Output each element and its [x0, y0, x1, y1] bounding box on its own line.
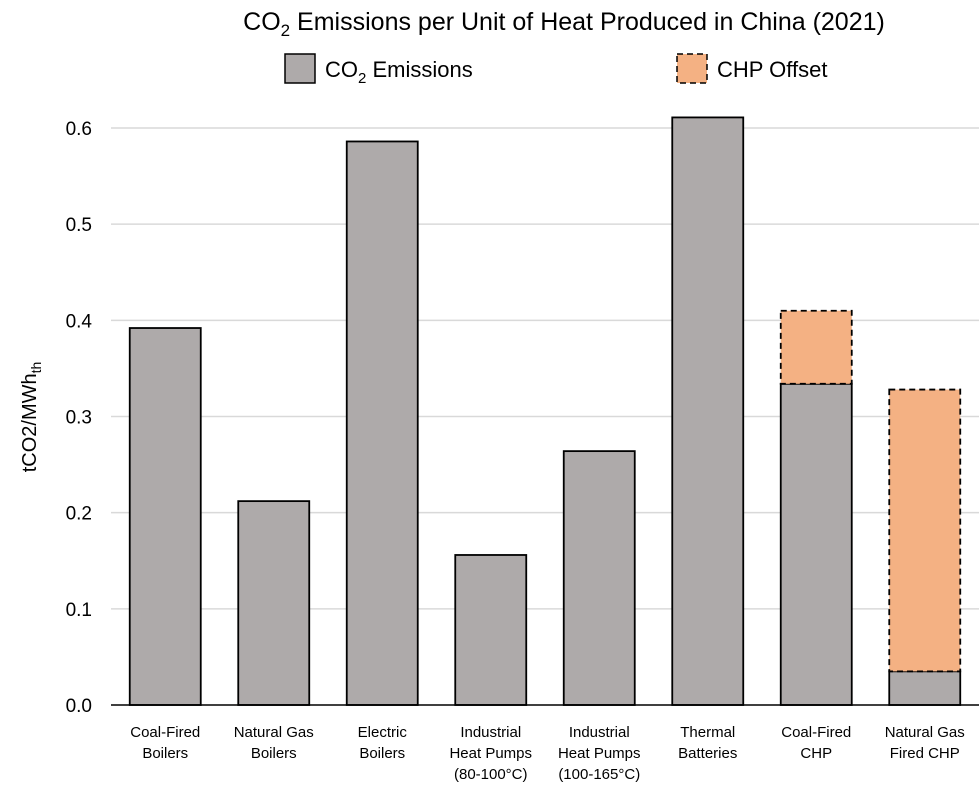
y-tick-label: 0.2	[66, 504, 92, 525]
legend-swatch-co2-emissions	[284, 53, 316, 84]
bar-co2-emissions	[237, 500, 311, 706]
x-category-label: Coal-Fired Boilers	[130, 724, 200, 762]
x-category-label: Coal-Fired CHP	[781, 724, 851, 762]
x-category-label: Natural Gas Boilers	[234, 724, 314, 762]
y-axis-label-main: tCO2/MWh	[19, 373, 41, 472]
y-axis-label: tCO2/MWhth	[19, 362, 44, 473]
y-tick-label: 0.6	[66, 119, 92, 140]
y-tick-label: 0.3	[66, 408, 92, 429]
bar-co2-emissions	[779, 382, 853, 706]
bar-co2-emissions	[562, 450, 636, 706]
bar-chp-offset	[888, 388, 962, 673]
x-category-label: Industrial Heat Pumps (100-165°C)	[558, 724, 641, 783]
y-tick-label: 0.0	[66, 696, 92, 717]
legend-swatch-chp-offset	[676, 53, 708, 84]
chart-title-pre: CO	[243, 8, 281, 36]
legend-label: CO2 Emissions	[325, 57, 473, 87]
chart-legend: CO2 Emissions CHP Offset	[284, 53, 827, 87]
x-category-label: Thermal Batteries	[678, 724, 737, 762]
chart-bars	[128, 116, 962, 706]
x-category-label: Industrial Heat Pumps (80-100°C)	[449, 724, 532, 783]
bar-co2-emissions	[345, 140, 419, 706]
y-tick-label: 0.1	[66, 600, 92, 621]
legend-label: CHP Offset	[717, 57, 827, 82]
y-axis-label-sub: th	[28, 362, 44, 374]
bar-co2-emissions	[454, 554, 528, 706]
y-tick-label: 0.4	[66, 311, 93, 332]
chart-title-post: Emissions per Unit of Heat Produced in C…	[290, 8, 885, 36]
chart-title-sub: 2	[281, 21, 290, 40]
x-axis-category-labels: Coal-Fired Boilers Natural Gas Boilers Elect…	[130, 724, 965, 783]
bar-co2-emissions	[128, 327, 202, 706]
bar-co2-emissions	[888, 670, 962, 706]
bar-co2-emissions	[671, 116, 745, 706]
bar-chp-offset	[779, 309, 853, 385]
chart-title: CO2 Emissions per Unit of Heat Produced …	[243, 8, 885, 40]
x-category-label: Electric Boilers	[358, 724, 408, 762]
y-tick-label: 0.5	[66, 215, 92, 236]
y-axis-tick-labels: 0.0 0.1 0.2 0.3 0.4 0.5 0.6	[66, 119, 93, 717]
x-category-label: Natural Gas Fired CHP	[885, 724, 965, 762]
